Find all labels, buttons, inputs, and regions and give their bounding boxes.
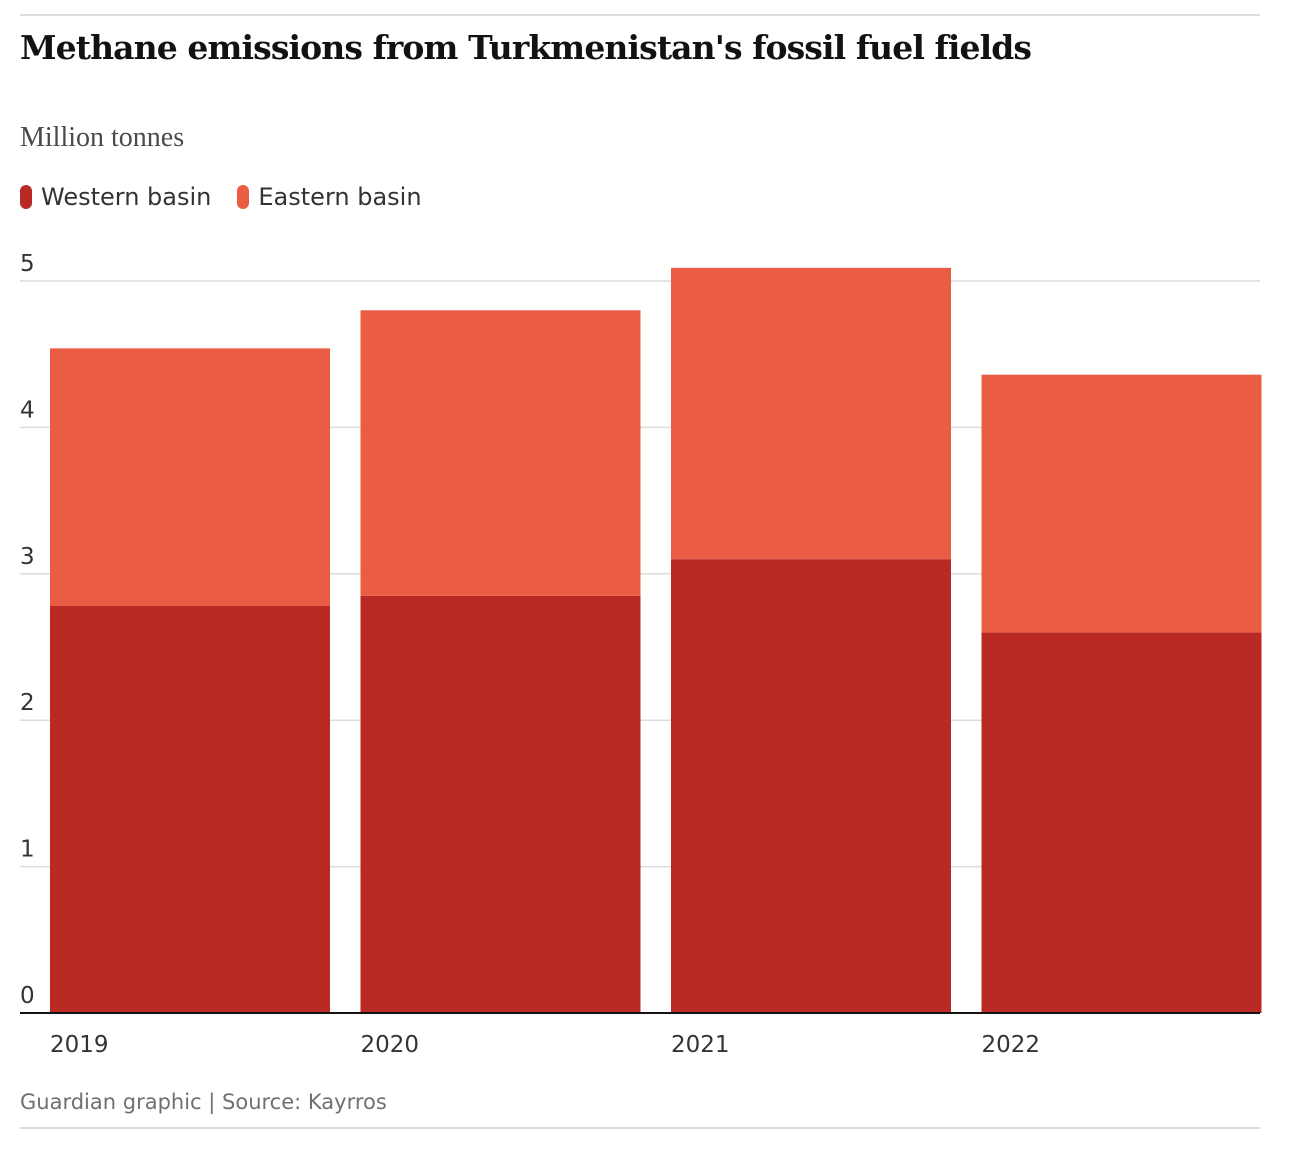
x-tick-label-2019: 2019 — [50, 1032, 109, 1058]
legend: Western basin Eastern basin — [20, 183, 448, 211]
chart-subtitle: Million tonnes — [20, 122, 185, 153]
y-tick-label-0: 0 — [20, 983, 35, 1009]
y-tick-label-1: 1 — [20, 837, 35, 863]
bar-eastern-2021 — [671, 267, 951, 560]
stacked-bar-chart: 0 1 2 3 4 5 2019 2020 2021 2022 — [20, 251, 1262, 1058]
y-tick-label-3: 3 — [20, 544, 35, 570]
bar-western-2019 — [50, 606, 330, 1013]
x-tick-label-2022: 2022 — [982, 1032, 1041, 1058]
legend-item-eastern: Eastern basin — [237, 183, 422, 211]
x-tick-label-2021: 2021 — [671, 1032, 730, 1058]
y-tick-label-4: 4 — [20, 397, 35, 423]
y-tick-label-2: 2 — [20, 690, 35, 716]
legend-label-eastern: Eastern basin — [258, 183, 422, 211]
legend-label-western: Western basin — [41, 183, 212, 211]
bar-eastern-2019 — [50, 348, 330, 607]
y-tick-label-5: 5 — [20, 251, 35, 277]
legend-swatch-western — [20, 185, 32, 209]
legend-swatch-eastern — [237, 185, 250, 209]
bar-western-2021 — [671, 559, 951, 1013]
chart-title: Methane emissions from Turkmenistan's fo… — [20, 28, 1032, 67]
legend-item-western: Western basin — [20, 183, 211, 211]
bar-western-2022 — [981, 632, 1262, 1013]
bar-eastern-2020 — [360, 310, 641, 596]
bar-eastern-2022 — [981, 374, 1262, 633]
source-note: Guardian graphic | Source: Kayrros — [20, 1090, 387, 1114]
bottom-rule — [20, 1127, 1260, 1129]
bar-western-2020 — [360, 595, 641, 1013]
top-rule — [20, 14, 1260, 16]
x-tick-label-2020: 2020 — [361, 1032, 420, 1058]
